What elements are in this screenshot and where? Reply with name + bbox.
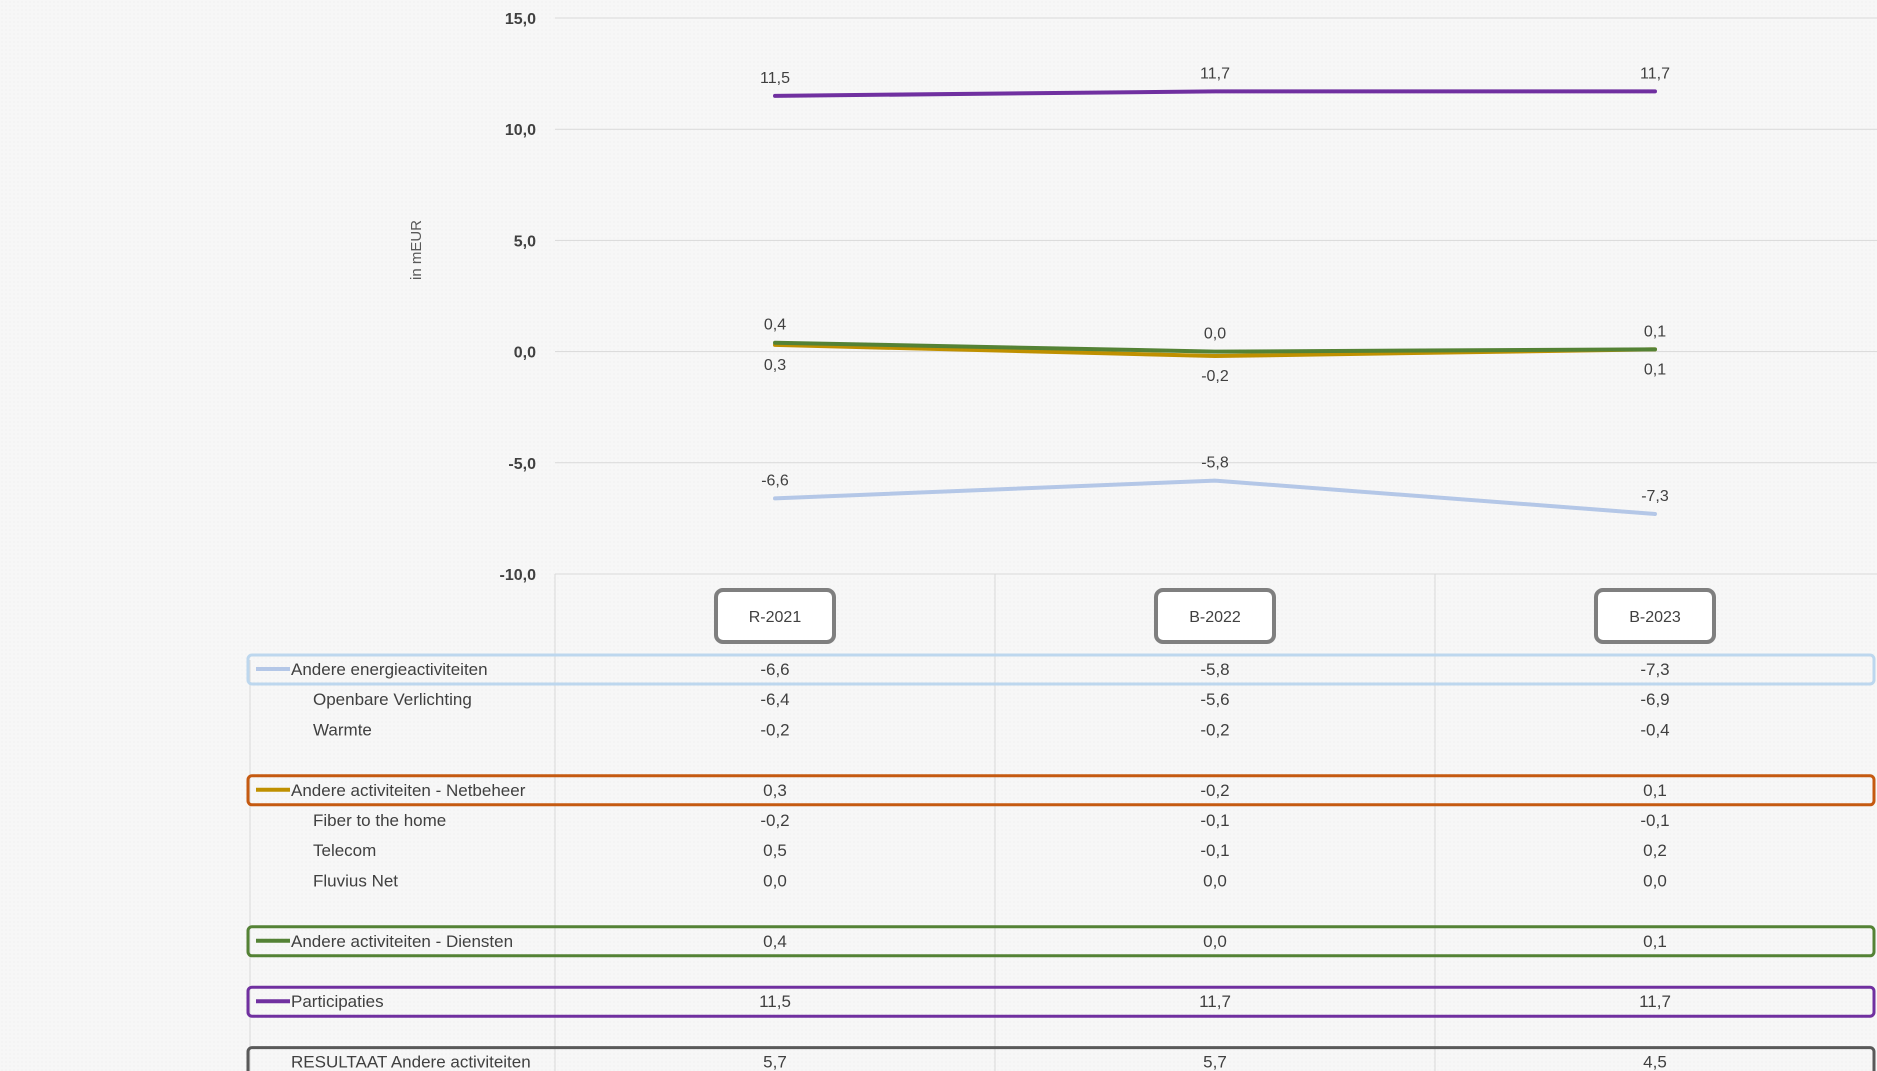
data-label: 11,5 <box>760 70 790 87</box>
y-tick-label: -5,0 <box>508 456 536 473</box>
data-label: -7,3 <box>1641 488 1669 505</box>
row-highlight-box <box>246 1046 1876 1071</box>
table-cell: -5,8 <box>1200 660 1229 679</box>
data-label: -0,2 <box>1201 368 1229 385</box>
table-cell: -0,1 <box>1200 841 1229 860</box>
table-cell: -6,9 <box>1640 690 1669 709</box>
table-cell: -6,4 <box>760 690 789 709</box>
table-cell: 0,0 <box>1203 871 1227 890</box>
data-label: 0,1 <box>1644 323 1666 340</box>
data-label: -6,6 <box>761 472 789 489</box>
data-label: 11,7 <box>1200 65 1230 82</box>
data-label: 0,0 <box>1204 326 1226 343</box>
table-cell: -0,2 <box>1200 781 1229 800</box>
data-table-rows: Andere energieactiviteiten -6,6 -5,8 -7,3 Op… <box>246 653 1876 1071</box>
row-label: Fiber to the home <box>313 811 446 830</box>
row-label: Andere energieactiviteiten <box>291 660 488 679</box>
series-line <box>773 478 1657 516</box>
table-cell: -0,2 <box>760 720 789 739</box>
data-label: 0,1 <box>1644 361 1666 378</box>
y-tick-label: 10,0 <box>505 122 536 139</box>
table-cell: 0,2 <box>1643 841 1667 860</box>
data-label: 0,4 <box>764 317 786 334</box>
gridlines <box>555 17 1877 575</box>
row-label: Openbare Verlichting <box>313 690 472 709</box>
table-cell: -0,1 <box>1640 811 1669 830</box>
category-box <box>714 588 836 644</box>
row-label: Fluvius Net <box>313 871 398 890</box>
table-cell: 0,0 <box>763 871 787 890</box>
table-cell: -0,4 <box>1640 720 1669 739</box>
table-cell: -5,6 <box>1200 690 1229 709</box>
series-lines <box>773 89 1657 516</box>
table-cell: -7,3 <box>1640 660 1669 679</box>
data-labels: -6,6 -5,8 -7,3 0,3 -0,2 0,1 0,4 0,0 0,1 11,5 11,7 1… <box>760 65 1670 505</box>
table-cell: 5,7 <box>763 1053 787 1071</box>
row-highlight-box <box>246 985 1876 1018</box>
category-box <box>1154 588 1276 644</box>
row-label: Warmte <box>313 720 372 739</box>
row-highlight-box <box>246 925 1876 958</box>
y-tick-label: 0,0 <box>514 345 536 362</box>
series-line <box>773 89 1657 98</box>
table-cell: 5,7 <box>1203 1053 1227 1071</box>
data-table-grid <box>249 573 1877 1071</box>
table-cell: -0,1 <box>1200 811 1229 830</box>
table-cell: 0,1 <box>1643 932 1667 951</box>
y-axis-label: in mEUR <box>408 220 425 280</box>
y-tick-label: -10,0 <box>500 567 537 584</box>
y-tick-label: 15,0 <box>505 11 536 28</box>
series-line <box>773 340 1657 354</box>
y-tick-label: 5,0 <box>514 233 536 250</box>
table-cell: -0,2 <box>1200 720 1229 739</box>
table-cell: 11,7 <box>1199 992 1231 1011</box>
table-cell: 11,7 <box>1639 992 1671 1011</box>
category-box <box>1594 588 1716 644</box>
row-highlight-box <box>246 774 1876 807</box>
data-label: 0,3 <box>764 357 786 374</box>
table-cell: 0,1 <box>1643 781 1667 800</box>
row-label: RESULTAAT Andere activiteiten <box>291 1053 531 1071</box>
row-label: Andere activiteiten - Netbeheer <box>291 781 526 800</box>
table-cell: 0,0 <box>1203 932 1227 951</box>
row-label: Participaties <box>291 992 384 1011</box>
data-label: 11,7 <box>1640 65 1670 82</box>
category-label: R-2021 <box>749 609 802 626</box>
table-cell: -6,6 <box>760 660 789 679</box>
category-header-boxes: R-2021 B-2022 B-2023 <box>714 588 1716 644</box>
table-cell: 0,5 <box>763 841 787 860</box>
category-label: B-2023 <box>1629 609 1681 626</box>
row-label: Andere activiteiten - Diensten <box>291 932 513 951</box>
category-label: B-2022 <box>1189 609 1241 626</box>
y-axis-ticks: 15,0 10,0 5,0 0,0 -5,0 -10,0 <box>500 11 537 584</box>
data-label: -5,8 <box>1201 455 1229 472</box>
row-highlight-box <box>246 653 1876 686</box>
table-cell: 0,3 <box>763 781 787 800</box>
table-cell: 4,5 <box>1643 1053 1667 1071</box>
table-cell: 0,0 <box>1643 871 1667 890</box>
table-cell: 11,5 <box>759 992 791 1011</box>
table-cell: -0,2 <box>760 811 789 830</box>
row-label: Telecom <box>313 841 376 860</box>
table-cell: 0,4 <box>763 932 787 951</box>
